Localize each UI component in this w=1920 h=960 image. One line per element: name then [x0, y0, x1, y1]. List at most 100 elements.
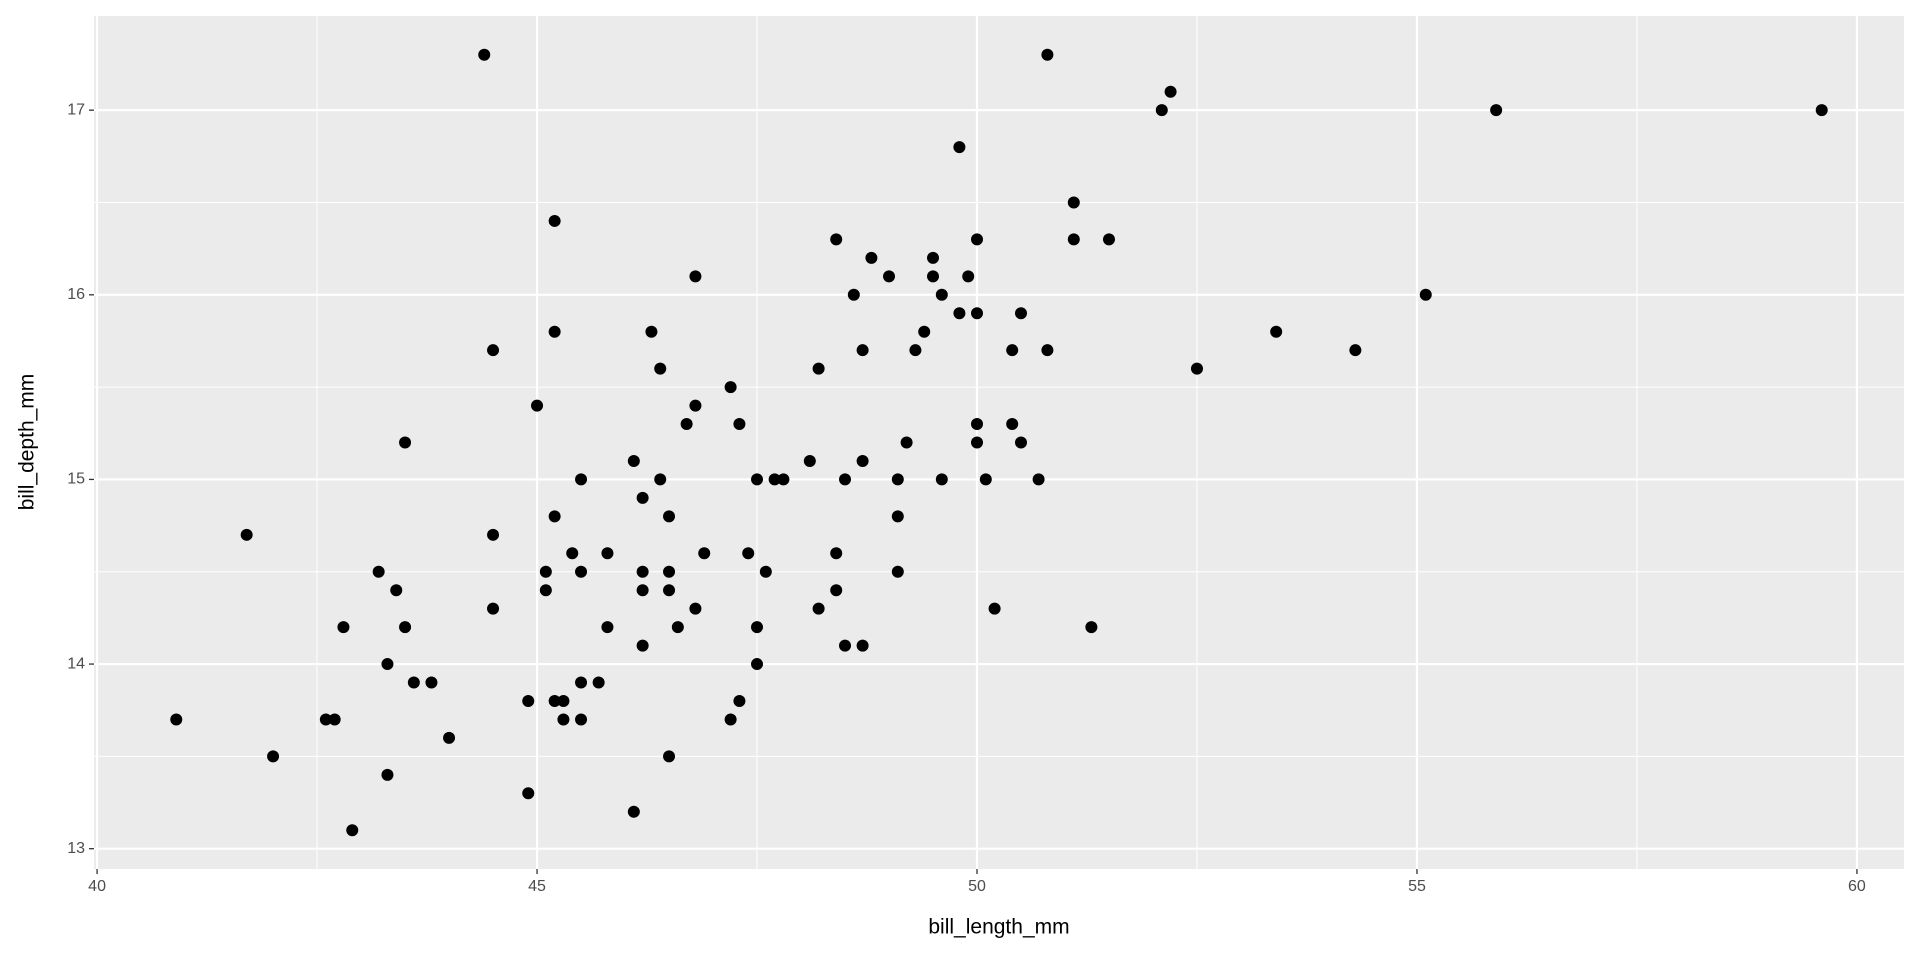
- point: [839, 639, 852, 652]
- point: [1067, 233, 1080, 246]
- point: [724, 713, 737, 726]
- point: [381, 658, 394, 671]
- x-tick-label: 45: [528, 878, 546, 895]
- point: [935, 288, 948, 301]
- point: [592, 676, 605, 689]
- point: [487, 602, 500, 615]
- point: [751, 473, 764, 486]
- point: [548, 694, 561, 707]
- point: [971, 418, 984, 431]
- point: [319, 713, 332, 726]
- point: [1102, 233, 1115, 246]
- point: [346, 824, 359, 837]
- point: [328, 713, 341, 726]
- point: [539, 584, 552, 597]
- point: [566, 547, 579, 560]
- point: [777, 473, 790, 486]
- point: [971, 307, 984, 320]
- point: [988, 602, 1001, 615]
- point: [636, 639, 649, 652]
- point: [1006, 418, 1019, 431]
- point: [240, 528, 253, 541]
- point: [575, 713, 588, 726]
- point: [856, 344, 869, 357]
- point: [839, 473, 852, 486]
- point: [548, 325, 561, 338]
- y-tick-label: 16: [67, 286, 85, 303]
- point: [636, 491, 649, 504]
- point: [733, 694, 746, 707]
- point: [267, 750, 280, 763]
- point: [645, 325, 658, 338]
- point: [891, 510, 904, 523]
- point: [627, 805, 640, 818]
- point: [1014, 436, 1027, 449]
- point: [337, 621, 350, 634]
- point: [935, 473, 948, 486]
- point: [548, 214, 561, 227]
- point: [856, 639, 869, 652]
- point: [1085, 621, 1098, 634]
- point: [407, 676, 420, 689]
- point: [1490, 104, 1503, 117]
- x-axis-title: bill_length_mm: [928, 916, 1069, 939]
- point: [425, 676, 438, 689]
- y-tick-label: 13: [67, 840, 85, 857]
- x-tick-label: 40: [88, 878, 106, 895]
- y-tick-label: 14: [67, 655, 85, 672]
- point: [557, 713, 570, 726]
- point: [654, 473, 667, 486]
- point: [689, 602, 702, 615]
- point: [724, 381, 737, 394]
- point: [548, 510, 561, 523]
- point: [487, 344, 500, 357]
- point: [891, 565, 904, 578]
- point: [1190, 362, 1203, 375]
- point: [1041, 344, 1054, 357]
- point: [1067, 196, 1080, 209]
- point: [478, 48, 491, 61]
- point: [575, 565, 588, 578]
- point: [891, 473, 904, 486]
- point: [1006, 344, 1019, 357]
- point: [751, 621, 764, 634]
- x-tick-label: 60: [1848, 878, 1866, 895]
- point: [372, 565, 385, 578]
- point: [927, 251, 940, 264]
- point: [539, 565, 552, 578]
- point: [812, 602, 825, 615]
- point: [575, 473, 588, 486]
- point: [557, 694, 570, 707]
- panel: [94, 16, 1904, 869]
- point: [865, 251, 878, 264]
- point: [953, 307, 966, 320]
- x-tick-label: 50: [968, 878, 986, 895]
- point: [381, 768, 394, 781]
- point: [601, 547, 614, 560]
- point: [847, 288, 860, 301]
- point: [1155, 104, 1168, 117]
- point: [900, 436, 913, 449]
- point: [601, 621, 614, 634]
- point: [830, 584, 843, 597]
- point: [636, 584, 649, 597]
- point: [812, 362, 825, 375]
- point: [575, 676, 588, 689]
- point: [971, 233, 984, 246]
- point: [399, 436, 412, 449]
- y-tick-label: 17: [67, 101, 85, 118]
- point: [170, 713, 183, 726]
- y-axis-title: bill_depth_mm: [16, 374, 39, 511]
- point: [663, 565, 676, 578]
- point: [856, 454, 869, 467]
- point: [918, 325, 931, 338]
- point: [522, 694, 535, 707]
- point: [803, 454, 816, 467]
- point: [1349, 344, 1362, 357]
- point: [698, 547, 711, 560]
- point: [962, 270, 975, 283]
- point: [1014, 307, 1027, 320]
- point: [909, 344, 922, 357]
- point: [733, 418, 746, 431]
